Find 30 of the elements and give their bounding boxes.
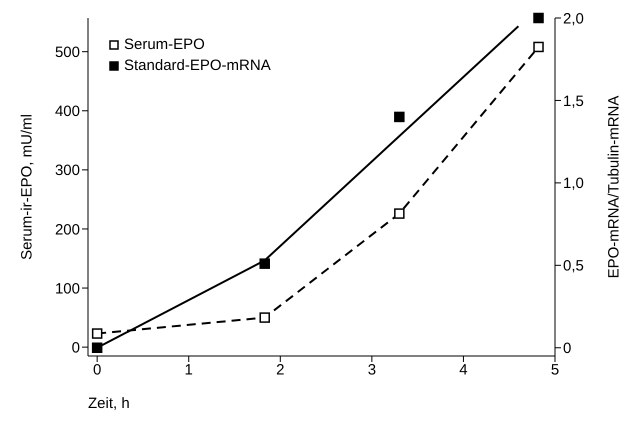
- x-tick-label: 2: [276, 362, 284, 379]
- x-axis-title: Zeit, h: [88, 395, 130, 412]
- point: [259, 312, 270, 323]
- point: [533, 12, 544, 24]
- point: [259, 258, 270, 269]
- y-tick-label: 200: [54, 221, 80, 238]
- point: [533, 42, 544, 52]
- point: [92, 342, 102, 354]
- point: [394, 208, 405, 219]
- y-tick-label: 0: [72, 339, 80, 356]
- point: [92, 328, 102, 339]
- y-tick-label: 400: [54, 103, 80, 120]
- point: [394, 112, 405, 122]
- y2-tick-label: 0,5: [563, 258, 584, 275]
- x-tick-label: 4: [459, 362, 468, 379]
- legend-label: Serum-EPO: [124, 35, 205, 55]
- x-tick-label: 5: [550, 362, 560, 379]
- y-tick-label: 300: [54, 162, 80, 180]
- x-tick-label: 3: [368, 362, 376, 379]
- x-tick-label: 1: [184, 362, 193, 379]
- x-tick-label: 0: [92, 362, 102, 379]
- legend-label: Standard-EPO-mRNA: [124, 56, 271, 76]
- y2-tick-label: 1,5: [563, 92, 584, 110]
- y2-tick-label: 0: [563, 340, 572, 358]
- y-tick-label: 500: [54, 44, 80, 62]
- y-tick-label: 100: [54, 280, 80, 298]
- y2-tick-label: 1,0: [563, 175, 584, 192]
- y2-tick-label: 2,0: [563, 10, 584, 28]
- y-axis-title: Serum-ir-EPO, mU/ml: [18, 114, 36, 260]
- y2-axis-title: EPO-mRNA/Tubulin-mRNA: [605, 96, 622, 278]
